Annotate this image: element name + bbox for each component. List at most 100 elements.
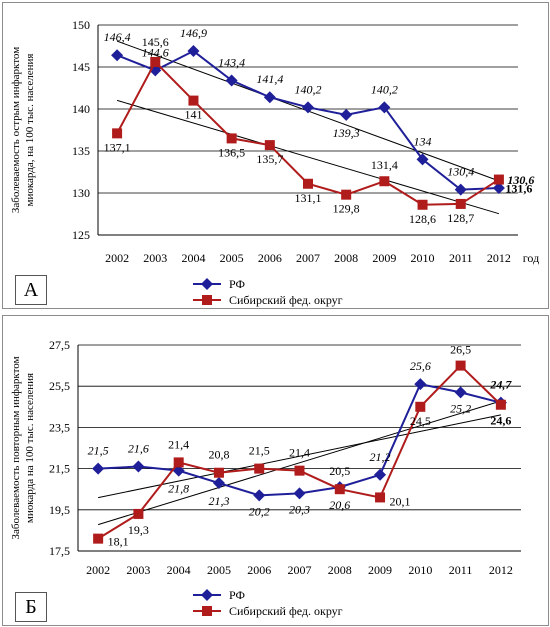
data-label: 20,5 xyxy=(329,464,350,478)
data-label: 143,4 xyxy=(218,55,245,69)
data-point-diamond xyxy=(225,74,238,87)
data-point-diamond xyxy=(132,460,145,473)
data-point-square xyxy=(213,467,224,478)
y-tick-label: 25,5 xyxy=(49,379,70,393)
data-point-square xyxy=(254,463,265,474)
y-axis-label-line2: миокарда на 100 тыс. населения xyxy=(24,373,36,523)
legend-marker-square xyxy=(202,606,212,616)
chart-panel-a: 125 130 135 140 145 150 2002 2003 2004 2005 2006 20… xyxy=(2,2,549,309)
y-tick-label: 27,5 xyxy=(49,338,70,352)
data-point-square xyxy=(455,360,466,371)
series-line-rf xyxy=(116,49,499,191)
data-label: 21,4 xyxy=(168,437,189,451)
data-label: 20,8 xyxy=(208,448,229,462)
x-tick-label: 2010 xyxy=(408,563,432,577)
data-label: 20,3 xyxy=(289,502,310,516)
data-point-diamond xyxy=(454,386,467,399)
y-tick-label: 135 xyxy=(72,144,90,158)
chart-a-svg: 125 130 135 140 145 150 2002 2003 2004 2005 2006 20… xyxy=(10,18,539,307)
x-tick-label: 2005 xyxy=(207,563,231,577)
data-point-diamond xyxy=(263,91,276,104)
legend-marker-square xyxy=(202,295,212,305)
panel-label-b: Б xyxy=(15,592,47,622)
data-point-diamond xyxy=(378,101,391,114)
y-tick-label: 23,5 xyxy=(49,420,70,434)
data-point-square xyxy=(188,95,199,106)
data-point-diamond xyxy=(253,489,266,502)
x-tick-label: 2012 xyxy=(487,251,511,265)
x-tick-label: 2002 xyxy=(105,251,129,265)
data-label: 136,5 xyxy=(218,145,245,159)
x-tick-label: 2010 xyxy=(411,251,435,265)
data-point-diamond xyxy=(187,45,200,58)
data-point-square xyxy=(334,484,345,495)
y-tick-label: 17,5 xyxy=(49,544,70,558)
data-label: 130,6 xyxy=(507,173,534,187)
series-line-rf xyxy=(98,382,502,497)
data-label: 146,4 xyxy=(104,30,131,44)
legend-marker-diamond xyxy=(201,278,213,290)
chart-b-svg: 17,5 19,5 21,5 23,5 25,5 27,5 2002 2003 2004 2005… xyxy=(10,338,521,618)
data-point-diamond xyxy=(416,153,429,166)
data-point-square xyxy=(375,492,386,503)
data-label: 140,2 xyxy=(371,82,398,96)
data-point-diamond xyxy=(454,183,467,196)
data-label: 21,3 xyxy=(208,494,229,508)
data-label: 131,1 xyxy=(295,191,322,205)
data-label: 20,2 xyxy=(249,504,270,518)
x-tick-label: 2006 xyxy=(258,251,282,265)
data-label: 24,5 xyxy=(410,414,431,428)
data-point-square xyxy=(150,56,161,67)
data-label: 130,4 xyxy=(447,165,474,179)
data-point-square xyxy=(493,174,504,185)
data-point-square xyxy=(226,133,237,144)
data-label: 21,2 xyxy=(370,450,391,464)
x-tick-label: 2003 xyxy=(126,563,150,577)
data-label: 20,1 xyxy=(390,494,411,508)
data-point-square xyxy=(379,176,390,187)
data-point-diamond xyxy=(111,49,124,62)
data-label: 129,8 xyxy=(333,202,360,216)
data-label: 128,7 xyxy=(447,211,474,225)
data-point-square xyxy=(264,140,275,151)
y-tick-label: 125 xyxy=(72,228,90,242)
data-label: 18,1 xyxy=(108,535,129,549)
x-tick-label: 2011 xyxy=(449,563,473,577)
data-point-square xyxy=(173,457,184,468)
data-label: 141 xyxy=(184,108,202,122)
x-tick-label: 2009 xyxy=(368,563,392,577)
data-point-square xyxy=(93,533,104,544)
data-label: 128,6 xyxy=(409,212,436,226)
legend-label: Сибирский фед. округ xyxy=(229,293,343,307)
trendline-sfo xyxy=(116,99,500,215)
x-tick-label: 2002 xyxy=(86,563,110,577)
y-tick-label: 21,5 xyxy=(49,462,70,476)
data-label: 144,6 xyxy=(142,45,169,59)
y-tick-label: 19,5 xyxy=(49,503,70,517)
data-label: 21,4 xyxy=(289,446,310,460)
data-point-diamond xyxy=(92,462,105,475)
data-label: 139,3 xyxy=(333,126,360,140)
data-point-diamond xyxy=(492,181,505,194)
data-label: 24,6 xyxy=(490,414,511,428)
data-point-square xyxy=(133,508,144,519)
x-tick-label: 2009 xyxy=(372,251,396,265)
chart-panel-b: 17,5 19,5 21,5 23,5 25,5 27,5 2002 2003 2004 2005… xyxy=(2,315,549,626)
data-point-square xyxy=(455,198,466,209)
data-point-square xyxy=(303,178,313,189)
x-tick-label: 2005 xyxy=(220,251,244,265)
data-point-diamond xyxy=(212,477,225,490)
data-point-square xyxy=(112,128,123,139)
data-point-square xyxy=(415,401,426,412)
x-tick-label: 2008 xyxy=(334,251,358,265)
data-point-diamond xyxy=(340,108,353,121)
x-tick-label: 2012 xyxy=(489,563,513,577)
x-tick-label: 2008 xyxy=(328,563,352,577)
data-label: 137,1 xyxy=(104,140,131,154)
data-point-square xyxy=(341,189,352,200)
data-label: 131,4 xyxy=(371,158,398,172)
data-label: 134 xyxy=(414,134,432,148)
legend-marker-diamond xyxy=(201,589,213,601)
y-axis-label-line1: Заболеваемость острым инфарктом xyxy=(10,47,22,213)
data-point-square xyxy=(417,199,428,210)
